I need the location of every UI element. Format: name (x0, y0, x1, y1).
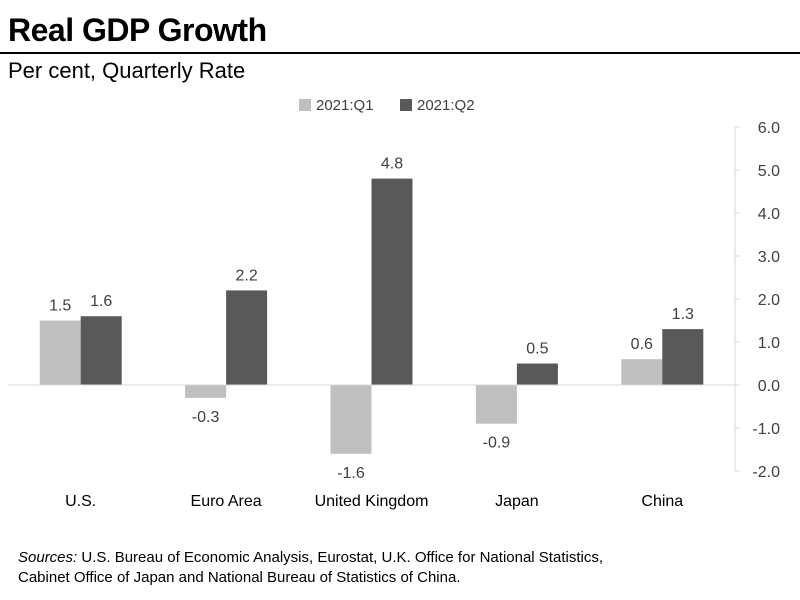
x-category-label: United Kingdom (315, 493, 429, 510)
data-label: -0.9 (483, 435, 511, 452)
sources-label: Sources: (18, 549, 78, 566)
sources-line-1: U.S. Bureau of Economic Analysis, Eurost… (81, 549, 603, 566)
bar-2021-q2 (371, 178, 413, 385)
data-label: 0.6 (631, 336, 653, 353)
bar-2021-q2 (662, 329, 704, 385)
bar-2021-q1 (475, 385, 517, 424)
legend-label-q1: 2021:Q1 (316, 97, 374, 114)
x-category-label: U.S. (65, 493, 96, 510)
legend-swatch-q1 (299, 99, 311, 111)
data-label: 2.2 (235, 267, 257, 284)
x-category-label: Japan (495, 493, 539, 510)
y-tick-label: 4.0 (758, 206, 780, 223)
sources-line-2: Cabinet Office of Japan and National Bur… (18, 569, 461, 586)
x-category-label: China (641, 493, 683, 510)
bar-2021-q2 (516, 363, 558, 385)
chart-title: Real GDP Growth (8, 12, 267, 48)
title-divider (0, 52, 800, 54)
data-label: 0.5 (526, 341, 548, 358)
y-tick-label: 6.0 (758, 120, 780, 137)
y-tick-label: -2.0 (752, 464, 780, 481)
bar-2021-q1 (330, 385, 372, 454)
chart-subtitle: Per cent, Quarterly Rate (8, 58, 246, 83)
y-tick-label: 5.0 (758, 163, 780, 180)
bar-2021-q2 (80, 316, 122, 385)
legend-swatch-q2 (400, 99, 412, 111)
y-tick-label: -1.0 (752, 421, 780, 438)
bar-2021-q1 (621, 359, 663, 385)
data-label: -1.6 (337, 465, 365, 482)
bar-2021-q2 (226, 290, 268, 385)
bar-2021-q1 (39, 320, 81, 385)
y-tick-label: 2.0 (758, 292, 780, 309)
y-tick-label: 3.0 (758, 249, 780, 266)
y-tick-label: 1.0 (758, 335, 780, 352)
data-label: 1.3 (672, 306, 694, 323)
sources-note: Sources: U.S. Bureau of Economic Analysi… (18, 548, 603, 588)
data-label: -0.3 (192, 409, 220, 426)
data-label: 4.8 (381, 156, 403, 173)
data-label: 1.6 (90, 293, 112, 310)
x-category-label: Euro Area (191, 493, 262, 510)
y-tick-label: 0.0 (758, 378, 780, 395)
bar-2021-q1 (185, 385, 227, 398)
legend-label-q2: 2021:Q2 (417, 97, 475, 114)
data-label: 1.5 (49, 298, 71, 315)
